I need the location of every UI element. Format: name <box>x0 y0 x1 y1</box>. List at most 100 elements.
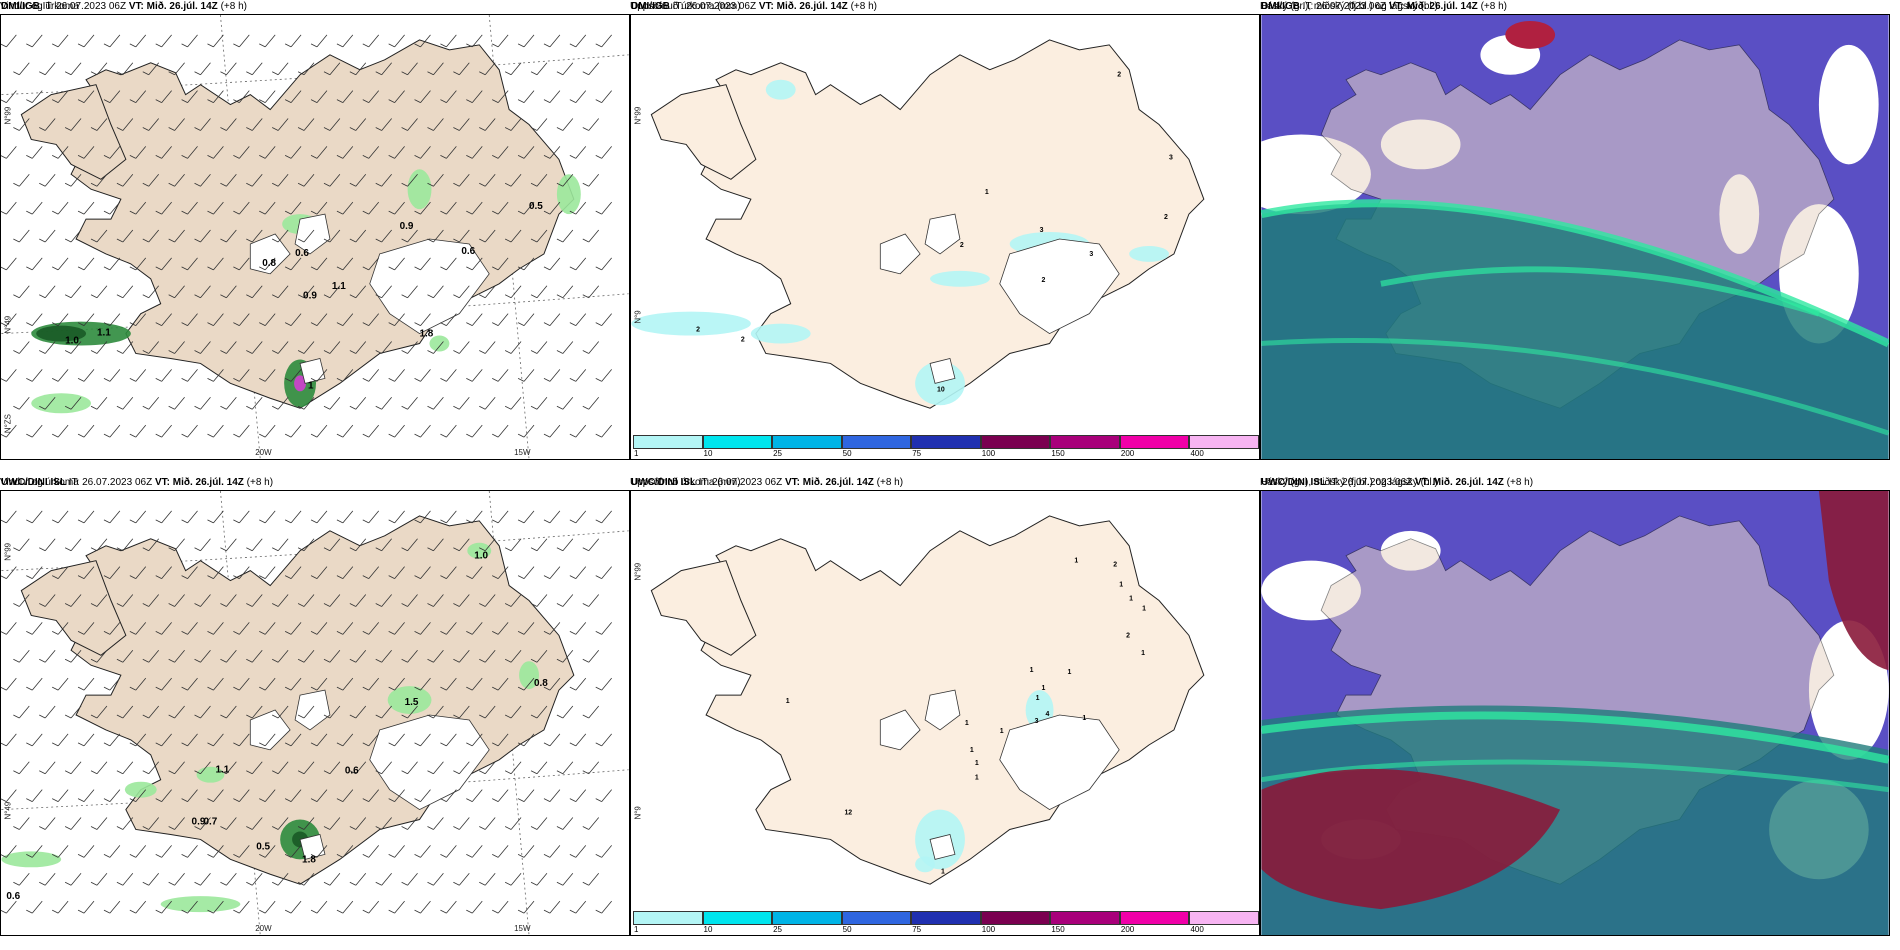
map-canvas <box>1261 15 1889 459</box>
colorbar-swatch <box>1050 435 1120 449</box>
map-canvas: 1.0 0.8 1.5 1.1 0.6 0.90.7 0.5 1.8 0.6 N°99 N°49 20… <box>1 491 629 935</box>
value-label: 1 <box>1119 582 1123 589</box>
value-label: 1 <box>1000 728 1004 735</box>
value-label: 0.9 <box>400 221 414 232</box>
value-label: 0.6 <box>295 248 309 259</box>
value-label: 1 <box>1129 596 1133 603</box>
value-label: 1 <box>1074 558 1078 565</box>
colorbar-tick: 50 <box>842 925 852 934</box>
value-label: 0.9 <box>303 291 317 302</box>
colorbar-swatch <box>772 911 842 925</box>
wind-precip-map-uwc: 1.0 0.8 1.5 1.1 0.6 0.9 0.7 0.5 1.8 0.6 N°99 N°49 20… <box>0 490 630 936</box>
value-label: 0.6 <box>6 891 20 902</box>
map-canvas: 0.50.90.60.80.61.10.91.11.01.81N°99N°49N… <box>1 15 629 459</box>
panel-header: UWC/DINI ISL IT: 26.07.2023 06Z VT: Mið.… <box>631 477 904 488</box>
model-name: DMI/IGB <box>1 1 40 12</box>
axis-labels: N°99 N°9 <box>633 562 642 819</box>
value-label: 1 <box>1030 667 1034 674</box>
glaciers <box>879 689 1120 860</box>
lat-label: N°49 <box>3 315 12 333</box>
colorbar-tick: 150 <box>1051 449 1065 458</box>
cloud-layers <box>1261 491 1889 935</box>
map-canvas <box>1261 491 1889 935</box>
lat-label: N°9 <box>633 806 642 820</box>
colorbar-swatch <box>911 911 981 925</box>
panel-header: DMI/IGB IT: 26.07.2023 06Z VT: Mið. 26.j… <box>631 1 877 12</box>
panel-header: DMI/IGB IT: 26.07.2023 06Z VT: Mið. 26.j… <box>1261 1 1507 12</box>
value-label: 1.1 <box>332 281 346 292</box>
value-label: 2 <box>1113 562 1117 569</box>
panel-header: UWC/DINI ISL IT: 26.07.2023 06Z VT: Mið.… <box>1261 477 1534 488</box>
value-label: 1 <box>975 775 979 782</box>
colorbar-swatch <box>841 911 912 925</box>
value-label: 0.5 <box>256 841 270 852</box>
precip-colorbar: 1 10 25 50 75 100 150 200 400 <box>633 911 1259 934</box>
value-label: 1 <box>308 380 314 391</box>
cloud-layers <box>1261 15 1889 459</box>
glaciers <box>249 213 490 384</box>
colorbar-tick: 10 <box>703 449 713 458</box>
panel-title: Uppsöfnuð úrkoma (mm) <box>630 1 741 12</box>
value-label: 1.1 <box>215 765 229 776</box>
colorbar-tick: 25 <box>773 925 783 934</box>
colorbar-swatch <box>702 435 773 449</box>
colorbar-tick: 10 <box>703 925 713 934</box>
value-label: 1 <box>970 747 974 754</box>
value-label: 1.0 <box>65 336 79 347</box>
value-label: 1 <box>1141 650 1145 657</box>
value-label: 0.5 <box>529 201 543 212</box>
panel-title: Háský (gr.), miðský (fj.bl.) og lágský (… <box>1260 477 1438 488</box>
value-label: 1 <box>975 760 979 767</box>
cloud-map-uwc <box>1260 490 1890 936</box>
value-label: 3 <box>1035 718 1039 725</box>
value-label: 12 <box>844 810 852 817</box>
value-label: 1 <box>786 698 790 705</box>
value-labels: 2 2 1 3 2 3 2 3 2 2 10 <box>696 72 1173 394</box>
panel-title: Háský (gr.), miðský (fj.bl.) og lágský (… <box>1260 1 1438 12</box>
panel-title: Vindur og úrkoma <box>0 477 79 488</box>
colorbar-tick: 100 <box>981 925 996 934</box>
glaciers <box>249 689 490 860</box>
lon-label: 15W <box>514 448 531 457</box>
value-labels: 0.5 0.9 0.6 0.8 0.6 1.1 0.9 1.1 1.0 1.8 1 <box>65 201 543 391</box>
value-label: 1.1 <box>97 328 111 339</box>
lat-label: N°99 <box>3 542 12 560</box>
value-label: 1 <box>965 720 969 727</box>
wind-precip-map-dmi: 0.5 0.9 0.6 0.8 0.6 1.1 0.9 1.1 1.0 1.8 1 N°99 N°49 N… <box>0 14 630 460</box>
value-label: 10 <box>937 386 945 393</box>
glaciers <box>879 213 1120 384</box>
lat-label: N°9 <box>633 310 642 324</box>
colorbar-swatch <box>772 435 842 449</box>
value-label: 0.8 <box>262 258 276 269</box>
value-label: 4 <box>1046 711 1050 718</box>
colorbar-swatch <box>702 911 773 925</box>
value-label: 1 <box>1067 669 1071 676</box>
colorbar-swatch <box>1119 435 1190 449</box>
value-label: 0.7 <box>204 816 218 827</box>
panel-header: DMI/IGB IT: 26.07.2023 06Z VT: Mið. 26.j… <box>1 1 247 12</box>
value-label: 1.8 <box>302 854 316 865</box>
panel-title: Vindur og úrkoma <box>0 1 79 12</box>
colorbar-tick: 1 <box>634 449 639 458</box>
value-label: 2 <box>960 242 964 249</box>
value-label: 0.6 <box>461 246 475 257</box>
colorbar-swatch <box>1119 911 1190 925</box>
value-label: 1 <box>1036 695 1040 702</box>
colorbar-swatch <box>1050 911 1120 925</box>
colorbar-tick: 400 <box>1190 449 1204 458</box>
precipitation-areas <box>1 542 539 913</box>
lon-label: 15W <box>514 924 531 933</box>
colorbar-swatch <box>1189 911 1259 925</box>
value-label: 1 <box>985 189 989 196</box>
colorbar-tick: 400 <box>1190 925 1204 934</box>
colorbar-swatch <box>911 435 981 449</box>
iceland-landmass <box>650 39 1205 409</box>
lat-label: N°99 <box>3 106 12 124</box>
colorbar-tick: 100 <box>981 449 996 458</box>
value-label: 1.5 <box>405 697 419 708</box>
value-label: 3 <box>1089 251 1093 258</box>
value-label: 2 <box>696 327 700 334</box>
wind-barbs <box>1 34 612 438</box>
